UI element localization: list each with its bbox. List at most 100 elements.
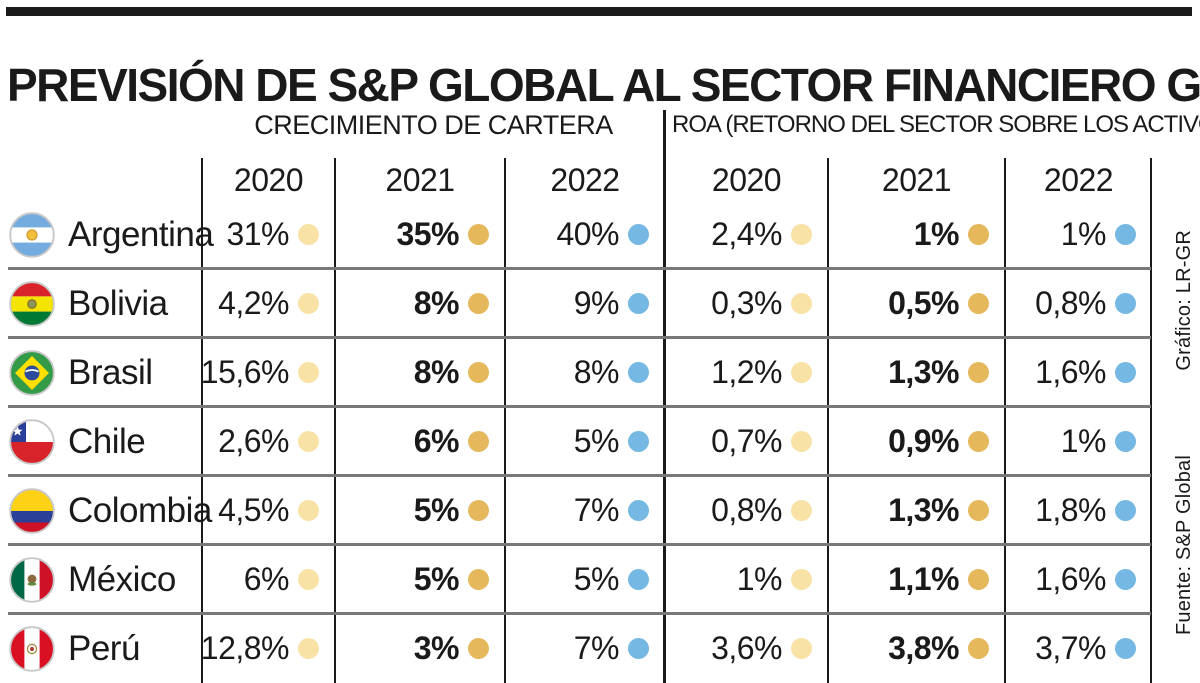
mexico-flag-icon xyxy=(9,556,55,603)
dot-2020 xyxy=(298,638,319,659)
country-label: Bolivia xyxy=(68,283,168,323)
cell-cartera-2022: 7% xyxy=(505,476,665,545)
cell-cartera-2022: 9% xyxy=(505,269,665,338)
divider-roa-2020-2021 xyxy=(827,158,829,683)
row-separator xyxy=(8,336,1151,339)
table-row: Argentina 31% 35% 40% 2,4% 1% 1% xyxy=(0,200,1152,269)
cell-cartera-2022: 5% xyxy=(505,545,665,614)
cell-roa-2022: 1,6% xyxy=(1005,338,1152,407)
dot-2020 xyxy=(791,293,812,314)
dot-2021 xyxy=(968,224,989,245)
cell-cartera-2020: 15,6% xyxy=(201,338,335,407)
dot-2021 xyxy=(968,569,989,590)
dot-2021 xyxy=(468,293,489,314)
top-rule-bar xyxy=(6,7,1192,16)
chile-flag-icon xyxy=(9,418,55,465)
table-row: Brasil 15,6% 8% 8% 1,2% 1,3% 1,6% xyxy=(0,338,1152,407)
country-label: Chile xyxy=(68,421,146,461)
cell-cartera-2021: 3% xyxy=(335,614,505,683)
cell-cartera-2020: 31% xyxy=(202,200,335,269)
cell-cartera-2021: 5% xyxy=(335,476,505,545)
cell-roa-2022: 1% xyxy=(1005,200,1152,269)
cell-roa-2022: 3,7% xyxy=(1005,614,1152,683)
year-roa-2020: 2020 xyxy=(711,161,782,198)
dot-2020 xyxy=(791,500,812,521)
cell-roa-2021: 1% xyxy=(828,200,1005,269)
dot-2022 xyxy=(628,500,649,521)
dot-2021 xyxy=(468,224,489,245)
credit-graphic: Gráfico: LR-GR xyxy=(1173,230,1195,371)
dot-2022 xyxy=(1115,638,1136,659)
country-cell: Chile xyxy=(0,407,202,476)
country-label: Perú xyxy=(68,628,140,668)
country-label: Brasil xyxy=(68,352,153,392)
year-header-spacer xyxy=(0,158,202,202)
dot-2022 xyxy=(628,431,649,452)
cell-roa-2021: 1,3% xyxy=(828,338,1005,407)
cell-cartera-2022: 40% xyxy=(505,200,665,269)
peru-flag-icon xyxy=(9,625,55,672)
cell-cartera-2020: 2,6% xyxy=(202,407,335,476)
column-group-roa: ROA (RETORNO DEL SECTOR SOBRE LOS ACTIVO… xyxy=(672,111,1200,138)
dot-2020 xyxy=(298,569,319,590)
dot-2020 xyxy=(791,569,812,590)
dot-2020 xyxy=(298,431,319,452)
cell-roa-2020: 0,7% xyxy=(665,407,828,476)
country-label: México xyxy=(68,559,176,599)
dot-2020 xyxy=(298,362,319,383)
row-separator xyxy=(8,405,1151,408)
dot-2021 xyxy=(968,431,989,452)
cell-roa-2021: 1,3% xyxy=(828,476,1005,545)
dot-2022 xyxy=(1115,224,1136,245)
dot-2022 xyxy=(1115,569,1136,590)
cell-roa-2021: 3,8% xyxy=(828,614,1005,683)
cell-roa-2020: 0,3% xyxy=(665,269,828,338)
cell-roa-2021: 0,5% xyxy=(828,269,1005,338)
country-label: Colombia xyxy=(68,490,212,530)
dot-2020 xyxy=(298,500,319,521)
country-cell: Bolivia xyxy=(0,269,202,338)
cell-cartera-2021: 35% xyxy=(335,200,505,269)
cell-cartera-2020: 4,2% xyxy=(202,269,335,338)
divider-cc-2021-2022 xyxy=(504,158,506,683)
table-row: México 6% 5% 5% 1% 1,1% 1,6% xyxy=(0,545,1152,614)
page-title: PREVISIÓN DE S&P GLOBAL AL SECTOR FINANC… xyxy=(7,58,1200,111)
cell-cartera-2021: 8% xyxy=(335,269,505,338)
divider-group xyxy=(663,110,666,683)
dot-2021 xyxy=(468,500,489,521)
year-cartera-2020: 2020 xyxy=(233,161,304,198)
dot-2022 xyxy=(628,293,649,314)
dot-2021 xyxy=(968,362,989,383)
cell-roa-2022: 1,6% xyxy=(1005,545,1152,614)
cell-cartera-2020: 4,5% xyxy=(202,476,335,545)
dot-2021 xyxy=(968,293,989,314)
cell-roa-2020: 1,2% xyxy=(665,338,828,407)
dot-2020 xyxy=(791,362,812,383)
row-separator xyxy=(8,612,1151,615)
argentina-flag-icon xyxy=(9,211,55,258)
table-row: Bolivia 4,2% 8% 9% 0,3% 0,5% 0,8% xyxy=(0,269,1152,338)
dot-2022 xyxy=(628,224,649,245)
divider-cc-2020-2021 xyxy=(334,158,336,683)
dot-2021 xyxy=(968,638,989,659)
year-cartera-2021: 2021 xyxy=(385,161,455,198)
cell-roa-2020: 3,6% xyxy=(665,614,828,683)
cell-cartera-2021: 6% xyxy=(335,407,505,476)
dot-2022 xyxy=(1115,500,1136,521)
country-cell: Brasil xyxy=(0,338,202,407)
cell-cartera-2020: 12,8% xyxy=(201,614,335,683)
cell-roa-2021: 0,9% xyxy=(828,407,1005,476)
cell-cartera-2021: 5% xyxy=(335,545,505,614)
cell-roa-2020: 0,8% xyxy=(665,476,828,545)
dot-2020 xyxy=(791,224,812,245)
country-label: Argentina xyxy=(68,214,214,254)
credit-source: Fuente: S&P Global xyxy=(1173,455,1195,636)
cell-cartera-2021: 8% xyxy=(335,338,505,407)
dot-2021 xyxy=(468,431,489,452)
cell-roa-2020: 2,4% xyxy=(665,200,828,269)
divider-roa-2021-2022 xyxy=(1004,158,1006,683)
cell-roa-2022: 0,8% xyxy=(1005,269,1152,338)
cell-cartera-2022: 7% xyxy=(505,614,665,683)
divider-right-edge xyxy=(1150,158,1152,683)
